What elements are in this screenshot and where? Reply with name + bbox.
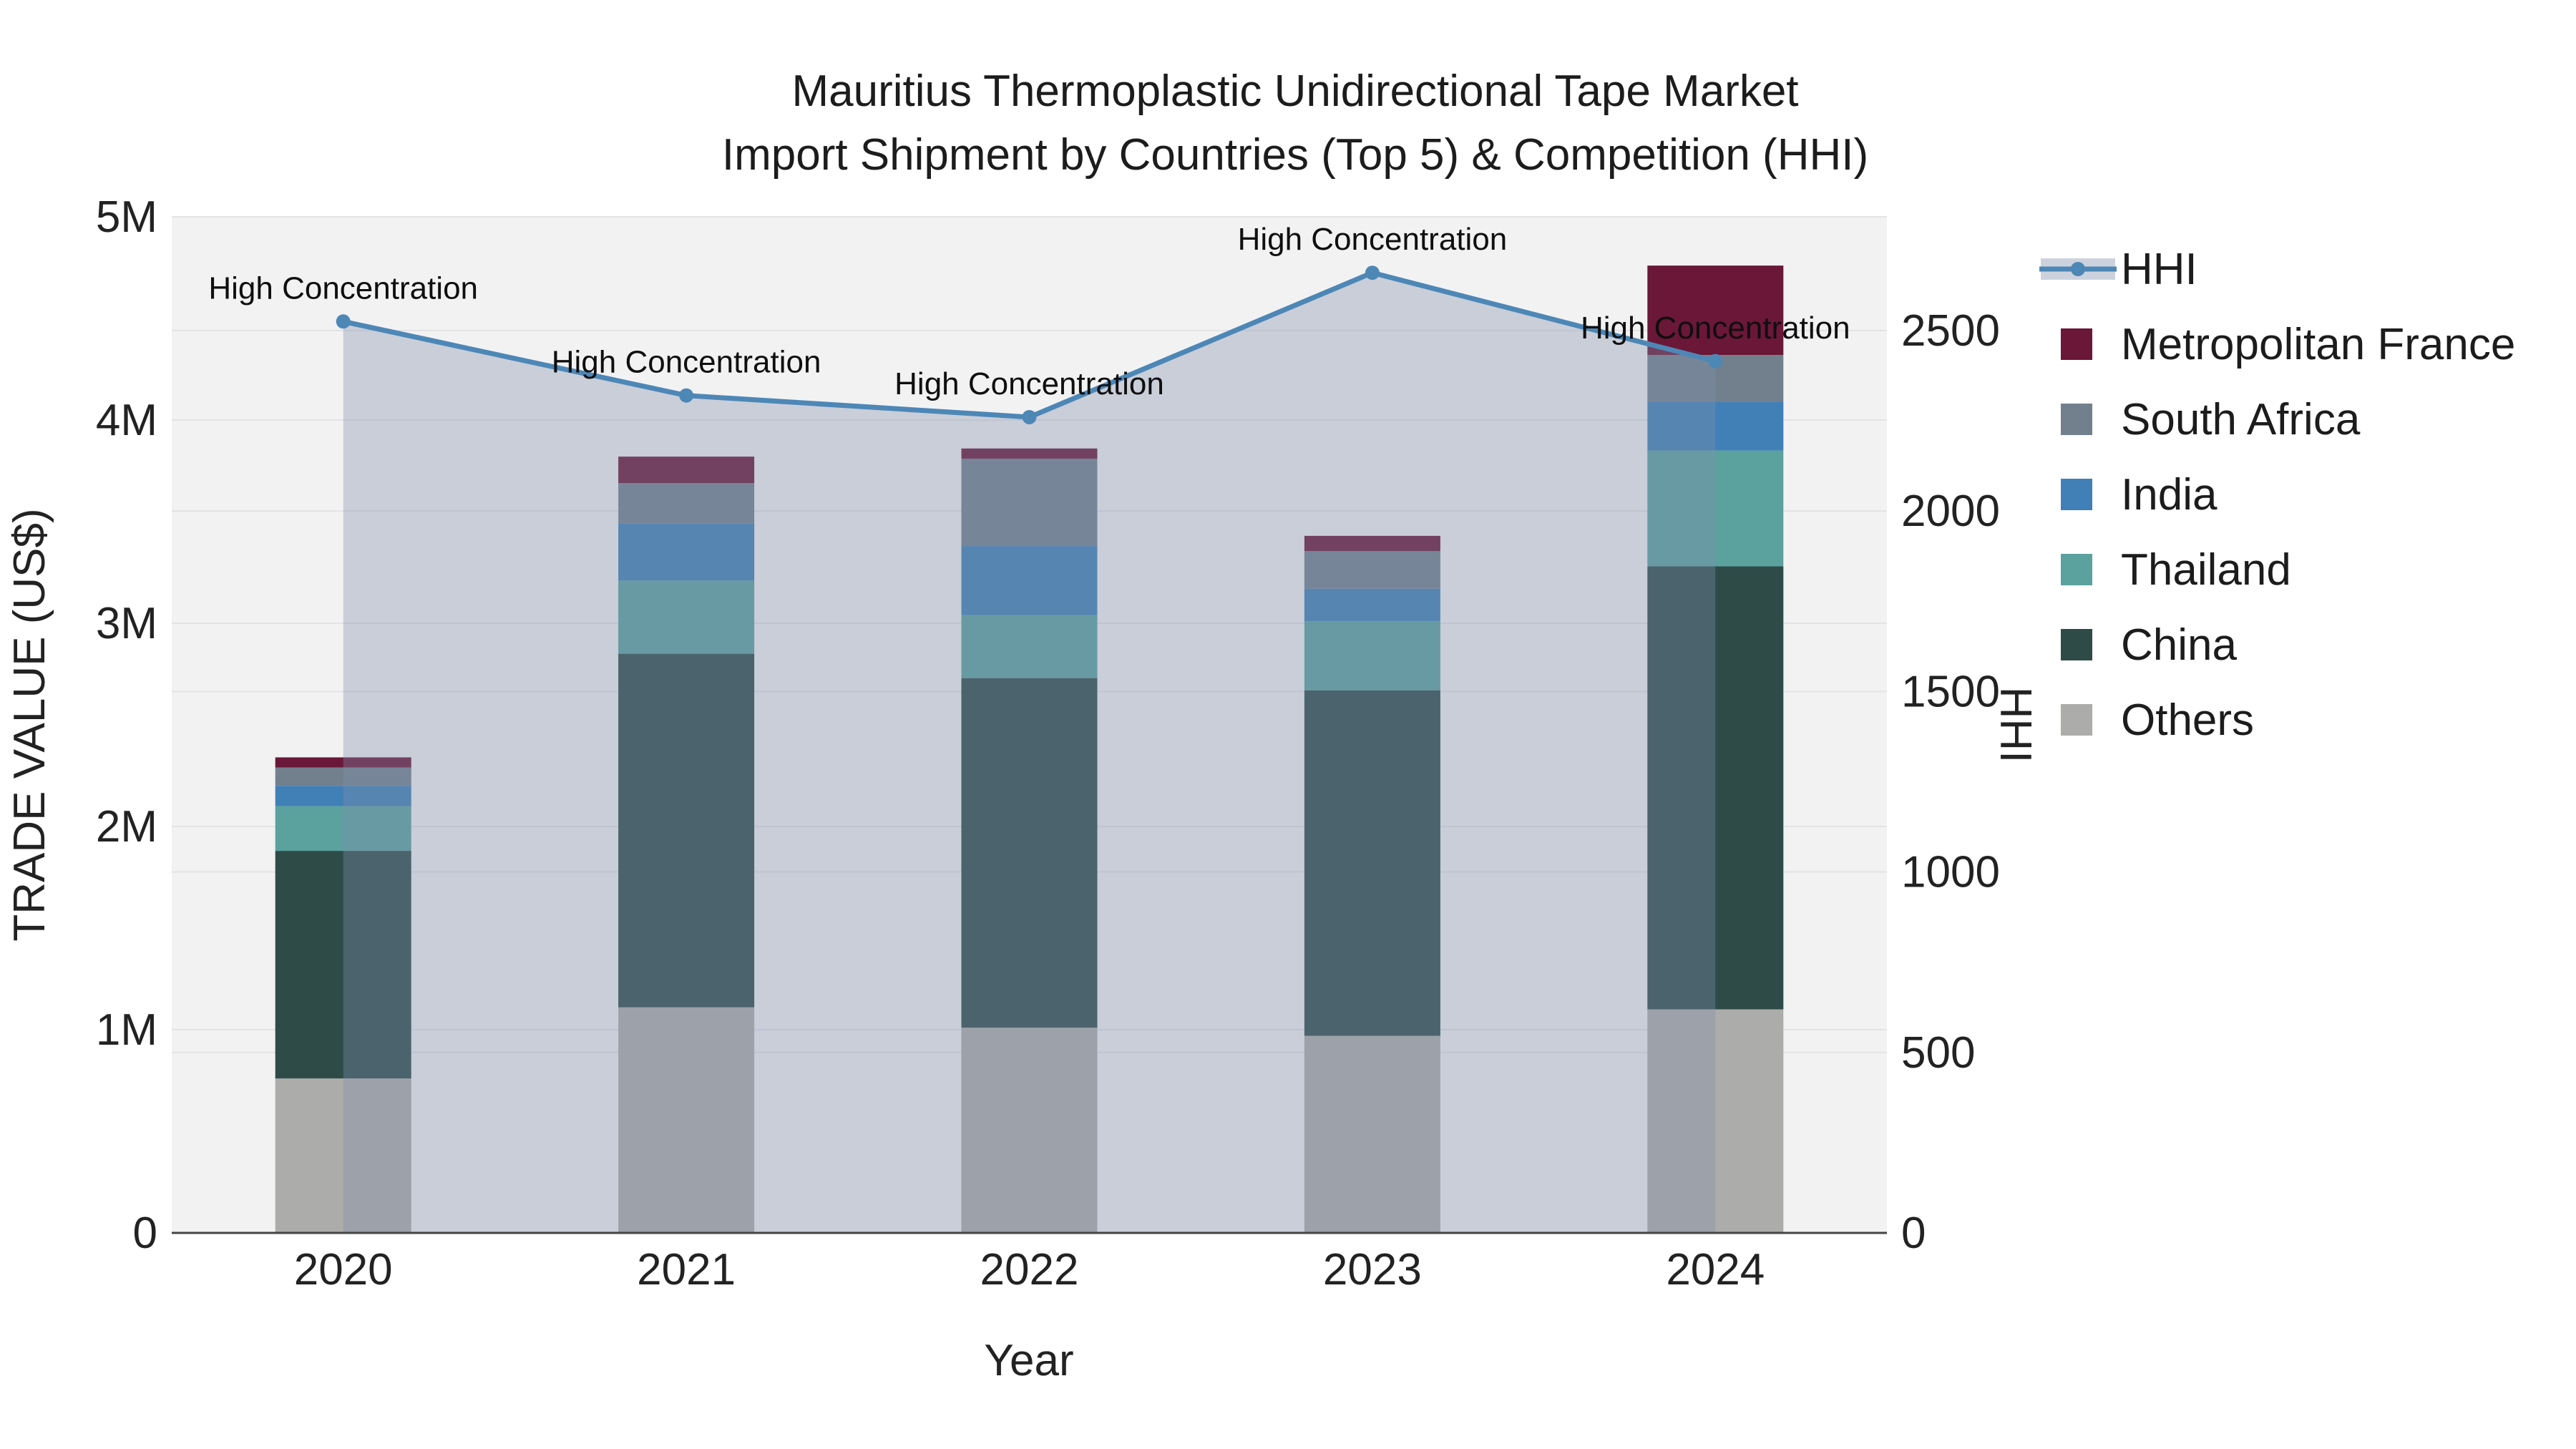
bar-2022-south-africa[interactable]	[961, 458, 1098, 547]
bar-2022-india[interactable]	[961, 546, 1098, 615]
legend-swatch-india	[2061, 479, 2092, 510]
y-right-tick-2000: 2000	[1901, 487, 2000, 536]
annotations: High Concentration High Concentration High…	[208, 222, 1850, 401]
bar-2023-india[interactable]	[1304, 588, 1440, 622]
bar-2021-south-africa[interactable]	[618, 483, 755, 524]
y-left-axis-title: TRADE VALUE (US$)	[5, 508, 54, 941]
hhi-marker-2024[interactable]	[1708, 353, 1723, 369]
bar-2022-others[interactable]	[961, 1028, 1098, 1233]
y-right-tick-1000: 1000	[1901, 848, 2000, 897]
bar-2022-thailand[interactable]	[961, 615, 1098, 678]
legend-item-china[interactable]: China	[2061, 620, 2238, 670]
bar-2022-metropolitan-france[interactable]	[961, 448, 1098, 459]
legend-label-india: India	[2121, 470, 2218, 519]
bar-2020-others[interactable]	[275, 1078, 411, 1233]
hhi-fill-area	[343, 273, 1716, 1234]
hhi-marker-2022[interactable]	[1022, 409, 1037, 424]
x-axis-title: Year	[984, 1336, 1073, 1385]
legend-item-south-africa[interactable]: South Africa	[2061, 395, 2361, 444]
chart-title-line1: Mauritius Thermoplastic Unidirectional T…	[791, 67, 1798, 116]
legend: HHI Metropolitan France South Africa India T…	[2039, 245, 2515, 745]
hhi-area-fill	[343, 273, 1716, 1234]
bar-2020-india[interactable]	[275, 786, 411, 806]
y-right-axis-title: HHI	[1991, 687, 2040, 763]
legend-item-india[interactable]: India	[2061, 470, 2218, 519]
bar-2021-china[interactable]	[618, 653, 755, 1008]
x-tick-2021: 2021	[637, 1245, 736, 1294]
annotation-2023: High Concentration	[1238, 222, 1508, 257]
y-right-tick-1500: 1500	[1901, 667, 2000, 716]
y-left-tick-0: 0	[133, 1209, 157, 1258]
legend-label-hhi: HHI	[2121, 245, 2197, 294]
hhi-markers	[336, 265, 1723, 424]
bar-2021-india[interactable]	[618, 523, 755, 581]
legend-item-others[interactable]: Others	[2061, 696, 2254, 745]
bar-2024-thailand[interactable]	[1647, 450, 1784, 567]
hhi-marker-2021[interactable]	[679, 388, 694, 403]
y-left-tick-3M: 3M	[96, 599, 157, 648]
bar-2020-south-africa[interactable]	[275, 767, 411, 786]
x-tick-2022: 2022	[980, 1245, 1079, 1294]
y-left-tick-labels: 0 1M 2M 3M 4M 5M	[96, 192, 157, 1258]
bar-2022-china[interactable]	[961, 678, 1098, 1028]
legend-swatch-metropolitan-france	[2061, 328, 2092, 360]
bar-2023-metropolitan-france[interactable]	[1304, 535, 1440, 552]
chart-title-line2: Import Shipment by Countries (Top 5) & C…	[722, 130, 1868, 180]
bar-2024-metropolitan-france[interactable]	[1647, 265, 1784, 356]
legend-hhi-marker-icon	[2071, 262, 2085, 276]
bar-2020-china[interactable]	[275, 851, 411, 1079]
x-tick-2020: 2020	[294, 1245, 393, 1294]
hhi-marker-2020[interactable]	[336, 314, 351, 329]
bar-2021-others[interactable]	[618, 1007, 755, 1233]
y-right-tick-labels: 0 500 1000 1500 2000 2500	[1901, 306, 2000, 1258]
y-left-tick-1M: 1M	[96, 1005, 157, 1055]
legend-label-metropolitan-france: Metropolitan France	[2121, 320, 2515, 369]
x-tick-2023: 2023	[1323, 1245, 1422, 1294]
annotation-2021: High Concentration	[552, 345, 821, 380]
legend-swatch-others	[2061, 704, 2092, 736]
x-tick-labels: 2020 2021 2022 2023 2024	[294, 1245, 1765, 1294]
bars	[275, 265, 1784, 1233]
y-left-tick-2M: 2M	[96, 802, 157, 852]
y-right-tick-500: 500	[1901, 1028, 1975, 1078]
legend-label-thailand: Thailand	[2121, 545, 2291, 595]
x-tick-2024: 2024	[1666, 1245, 1765, 1294]
legend-item-metropolitan-france[interactable]: Metropolitan France	[2061, 320, 2515, 369]
y-left-tick-4M: 4M	[96, 396, 157, 445]
legend-swatch-thailand	[2061, 554, 2092, 585]
bar-2023-thailand[interactable]	[1304, 621, 1440, 691]
legend-swatch-south-africa	[2061, 404, 2092, 435]
annotation-2020: High Concentration	[208, 270, 478, 306]
y-right-tick-0: 0	[1901, 1209, 1926, 1258]
annotation-2022: High Concentration	[894, 366, 1164, 401]
annotation-2024: High Concentration	[1581, 311, 1850, 346]
legend-label-others: Others	[2121, 696, 2254, 745]
bar-2021-thailand[interactable]	[618, 580, 755, 654]
bar-2023-south-africa[interactable]	[1304, 551, 1440, 589]
bar-2020-metropolitan-france[interactable]	[275, 757, 411, 768]
legend-item-thailand[interactable]: Thailand	[2061, 545, 2291, 595]
bar-2020-thailand[interactable]	[275, 806, 411, 852]
legend-label-south-africa: South Africa	[2121, 395, 2361, 444]
bar-2024-india[interactable]	[1647, 401, 1784, 451]
legend-label-china: China	[2121, 620, 2238, 670]
bar-2023-china[interactable]	[1304, 690, 1440, 1036]
y-right-tick-2500: 2500	[1901, 306, 2000, 356]
legend-swatch-china	[2061, 629, 2092, 660]
bar-2024-china[interactable]	[1647, 566, 1784, 1010]
bar-2024-others[interactable]	[1647, 1009, 1784, 1233]
y-left-tick-5M: 5M	[96, 192, 157, 242]
bar-2023-others[interactable]	[1304, 1035, 1440, 1233]
legend-item-hhi[interactable]: HHI	[2039, 245, 2197, 294]
hhi-marker-2023[interactable]	[1365, 265, 1380, 280]
bar-2021-metropolitan-france[interactable]	[618, 457, 755, 484]
